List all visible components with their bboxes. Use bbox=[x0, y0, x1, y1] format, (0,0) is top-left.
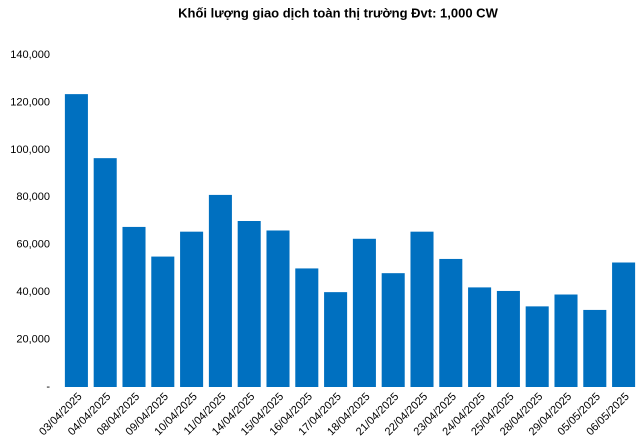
bar bbox=[496, 290, 520, 387]
bar bbox=[525, 306, 549, 387]
chart-title: Khối lượng giao dịch toàn thị trường Đvt… bbox=[178, 5, 498, 20]
y-tick-label: 60,000 bbox=[16, 239, 50, 251]
bar bbox=[208, 194, 232, 387]
y-tick-label: 80,000 bbox=[16, 191, 50, 203]
bar bbox=[468, 287, 492, 387]
bar bbox=[122, 226, 146, 387]
y-tick-label: - bbox=[46, 381, 50, 393]
bar bbox=[151, 256, 175, 387]
bar bbox=[237, 221, 261, 387]
bar bbox=[64, 94, 88, 387]
bar bbox=[352, 238, 376, 387]
bar bbox=[381, 273, 405, 387]
bar bbox=[266, 230, 290, 387]
y-tick-label: 20,000 bbox=[16, 333, 50, 345]
bar bbox=[410, 231, 434, 387]
bar bbox=[554, 294, 578, 387]
y-tick-label: 40,000 bbox=[16, 286, 50, 298]
bar bbox=[93, 158, 117, 387]
y-tick-label: 140,000 bbox=[10, 49, 50, 61]
bar bbox=[583, 309, 607, 387]
bar bbox=[295, 268, 319, 387]
bar bbox=[439, 258, 463, 387]
y-tick-label: 100,000 bbox=[10, 144, 50, 156]
bar bbox=[180, 231, 204, 387]
bar bbox=[612, 262, 636, 387]
y-tick-label: 120,000 bbox=[10, 96, 50, 108]
bar bbox=[324, 292, 348, 387]
